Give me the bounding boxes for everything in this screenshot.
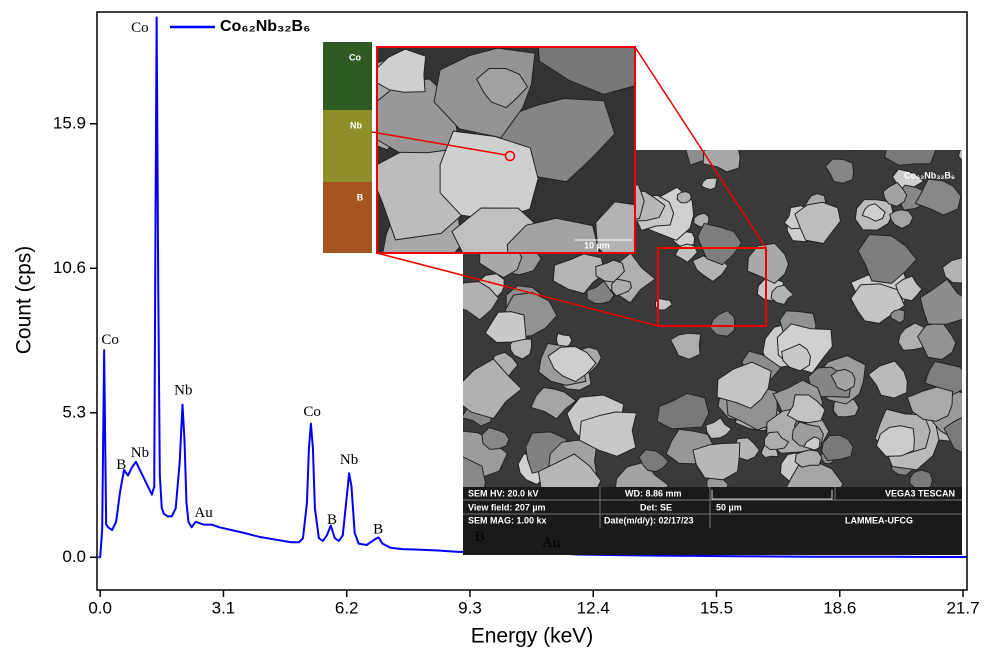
sem-info: VEGA3 TESCAN bbox=[885, 488, 955, 498]
x-tick-label: 3.1 bbox=[212, 598, 236, 617]
sem-info: SEM HV: 20.0 kV bbox=[468, 488, 539, 498]
sem-info: View field: 207 µm bbox=[468, 502, 546, 512]
peak-label: B bbox=[475, 529, 485, 545]
sem-info: Date(m/d/y): 02/17/23 bbox=[604, 515, 694, 525]
particle bbox=[441, 455, 467, 478]
map-label: B bbox=[357, 192, 364, 202]
x-tick-label: 18.6 bbox=[823, 598, 856, 617]
particle bbox=[885, 129, 937, 166]
map-nb bbox=[323, 110, 372, 182]
map-co bbox=[323, 42, 372, 110]
peak-label: Co bbox=[303, 404, 321, 420]
particle bbox=[677, 192, 691, 203]
sem-info: LAMMEA-UFCG bbox=[845, 515, 913, 525]
x-tick-label: 0.0 bbox=[88, 598, 112, 617]
y-tick-label: 10.6 bbox=[53, 258, 86, 277]
x-axis-title: Energy (keV) bbox=[471, 625, 594, 648]
sem-info: 50 µm bbox=[716, 502, 742, 512]
sem-info: SEM MAG: 1.00 kx bbox=[468, 515, 547, 525]
peak-label: Co bbox=[101, 332, 119, 348]
y-tick-label: 0.0 bbox=[62, 547, 86, 566]
inset: Co Nb B SEM HV: 20.0 kV WD: 8.86 mm VEGA… bbox=[319, 0, 984, 555]
peak-label: Nb bbox=[340, 452, 358, 468]
sample-label: Co₆₂Nb₃₂B₆ bbox=[904, 170, 955, 180]
zoom-scale: 10 µm bbox=[584, 240, 610, 250]
sem-info: Det: SE bbox=[640, 502, 672, 512]
map-b bbox=[323, 182, 372, 253]
peak-label: B bbox=[373, 521, 383, 537]
x-tick-label: 21.7 bbox=[946, 598, 979, 617]
x-tick-label: 12.4 bbox=[577, 598, 610, 617]
x-tick-label: 15.5 bbox=[700, 598, 733, 617]
map-label: Nb bbox=[350, 120, 362, 130]
peak-label: Nb bbox=[131, 445, 149, 461]
particle bbox=[843, 132, 863, 150]
peak-label: B bbox=[327, 512, 337, 528]
y-tick-label: 15.9 bbox=[53, 113, 86, 132]
peak-label: Au bbox=[194, 505, 213, 521]
peak-label: B bbox=[116, 457, 126, 473]
y-axis-title: Count (cps) bbox=[13, 246, 36, 355]
peak-label: Co bbox=[131, 20, 149, 36]
legend-label: Co₆₂Nb₃₂B₆ bbox=[220, 18, 310, 35]
y-tick-label: 5.3 bbox=[62, 402, 86, 421]
sem-info: WD: 8.86 mm bbox=[625, 488, 682, 498]
chart: Count (cps) Energy (keV) Co Nb B SEM HV:… bbox=[0, 0, 988, 655]
map-label: Co bbox=[349, 52, 361, 62]
peak-label: Nb bbox=[174, 382, 192, 398]
peak-label: Au bbox=[542, 535, 561, 551]
particle bbox=[795, 450, 822, 467]
x-tick-label: 9.3 bbox=[458, 598, 482, 617]
x-tick-label: 6.2 bbox=[335, 598, 359, 617]
